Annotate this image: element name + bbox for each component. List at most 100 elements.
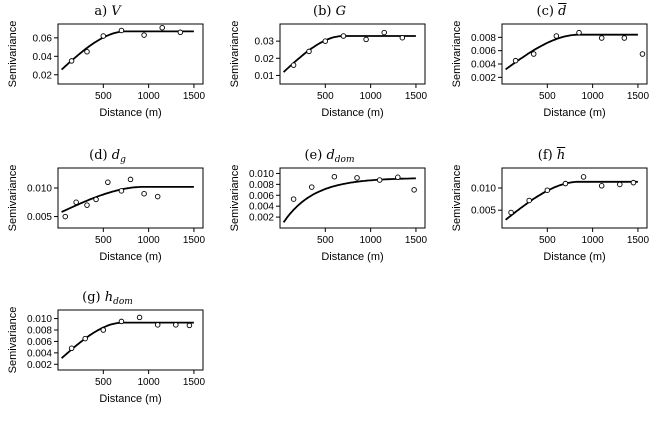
y-tick-label: 0.006 — [27, 337, 52, 348]
data-point — [100, 327, 107, 333]
model-curve — [61, 30, 194, 71]
x-tick-label: 1000 — [138, 377, 161, 388]
data-point — [290, 196, 297, 202]
data-point — [141, 190, 147, 197]
data-point — [127, 176, 134, 183]
data-point — [395, 174, 401, 181]
data-point — [553, 33, 560, 39]
x-tick-label: 1500 — [405, 91, 428, 102]
model-curve — [61, 321, 194, 359]
x-tick-label: 1500 — [183, 377, 206, 388]
x-axis-label: Distance (m) — [99, 251, 161, 263]
y-axis-label: Semivariance — [451, 21, 463, 88]
panel-b-g: (b) G 500 1000 1500 0.01 0.02 0.03 Distance (m… — [222, 4, 437, 136]
y-tick-label: 0.002 — [27, 360, 52, 371]
data-point — [562, 180, 569, 187]
y-tick-label: 0.008 — [27, 326, 52, 337]
data-point — [68, 345, 75, 352]
data-point — [411, 187, 417, 193]
data-point — [526, 197, 532, 204]
data-point — [105, 179, 111, 186]
panel-title: a) V — [94, 4, 121, 19]
data-point — [68, 58, 75, 64]
data-point — [73, 199, 79, 206]
data-point — [118, 318, 125, 325]
data-point — [576, 29, 582, 36]
y-tick-label: 0.005 — [27, 212, 52, 223]
y-tick-label: 0.01 — [255, 71, 275, 82]
data-point — [322, 38, 329, 44]
panel-g-hdom: (g) hdom 500 1000 1500 0.002 0.004 0.006 0.008… — [0, 290, 215, 422]
data-point — [82, 335, 88, 342]
x-axis-label: Distance (m) — [99, 393, 161, 405]
y-tick-label: 0.04 — [33, 52, 53, 63]
x-tick-label: 1500 — [627, 235, 650, 246]
data-point — [290, 62, 297, 68]
data-point — [508, 209, 514, 216]
y-axis-label: Semivariance — [451, 165, 463, 232]
data-point — [159, 24, 165, 31]
data-point — [136, 314, 143, 321]
data-point — [331, 173, 338, 180]
x-tick-label: 1500 — [627, 91, 650, 102]
y-axis-label: Semivariance — [7, 307, 19, 374]
panel-plot: 500 1000 1500 0.01 0.02 0.03 Distance (m) Semiv… — [229, 21, 428, 119]
y-tick-label: 0.005 — [471, 206, 496, 217]
y-tick-label: 0.010 — [249, 169, 274, 180]
x-tick-label: 1000 — [360, 235, 383, 246]
y-tick-label: 0.010 — [27, 184, 52, 195]
x-tick-label: 1000 — [360, 91, 383, 102]
data-point — [100, 33, 107, 39]
data-point — [376, 177, 383, 183]
y-axis-label: Semivariance — [229, 165, 241, 232]
panel-title: (c) d — [536, 4, 567, 19]
y-tick-label: 0.008 — [471, 33, 496, 44]
plot-frame — [57, 23, 204, 85]
data-point — [118, 188, 125, 194]
data-point — [621, 35, 628, 41]
x-tick-label: 1500 — [183, 235, 206, 246]
y-tick-label: 0.02 — [33, 70, 53, 81]
data-point — [141, 32, 147, 38]
x-tick-label: 500 — [95, 377, 112, 388]
model-curve — [505, 180, 638, 221]
data-point — [381, 29, 387, 36]
y-axis-label: Semivariance — [7, 165, 19, 232]
x-tick-label: 500 — [95, 235, 112, 246]
x-axis-label: Distance (m) — [321, 251, 383, 263]
plot-frame — [279, 167, 426, 229]
panel-plot: 500 1000 1500 0.02 0.04 0.06 Distance (m) Semiv… — [7, 21, 205, 119]
panel-plot: 500 1000 1500 0.005 0.010 Distance (m) Semivar… — [7, 165, 206, 263]
y-tick-label: 0.006 — [471, 46, 496, 57]
data-point — [84, 202, 90, 208]
panel-title: (f) h — [537, 148, 566, 163]
x-tick-label: 1000 — [582, 235, 605, 246]
x-tick-label: 500 — [317, 235, 334, 246]
x-tick-label: 1000 — [582, 91, 605, 102]
y-tick-label: 0.004 — [471, 60, 496, 71]
plot-frame — [501, 167, 648, 229]
x-axis-label: Distance (m) — [321, 107, 383, 119]
plot-frame — [501, 23, 648, 85]
data-point — [544, 187, 551, 193]
data-point — [530, 51, 537, 57]
x-tick-label: 1000 — [138, 235, 161, 246]
y-tick-label: 0.004 — [27, 348, 52, 359]
data-point — [512, 57, 519, 64]
x-tick-label: 500 — [95, 91, 112, 102]
panel-title: (e) ddom — [304, 148, 355, 165]
data-point — [639, 51, 646, 57]
data-point — [62, 213, 69, 220]
x-axis-label: Distance (m) — [543, 107, 605, 119]
panel-title: (b) G — [313, 4, 346, 19]
plot-frame — [279, 23, 426, 85]
y-tick-label: 0.010 — [27, 314, 52, 325]
model-curve — [61, 186, 194, 213]
x-tick-label: 500 — [317, 91, 334, 102]
y-tick-label: 0.006 — [249, 191, 274, 202]
x-tick-label: 1000 — [138, 91, 161, 102]
y-axis-label: Semivariance — [7, 21, 19, 88]
y-tick-label: 0.004 — [249, 202, 274, 213]
